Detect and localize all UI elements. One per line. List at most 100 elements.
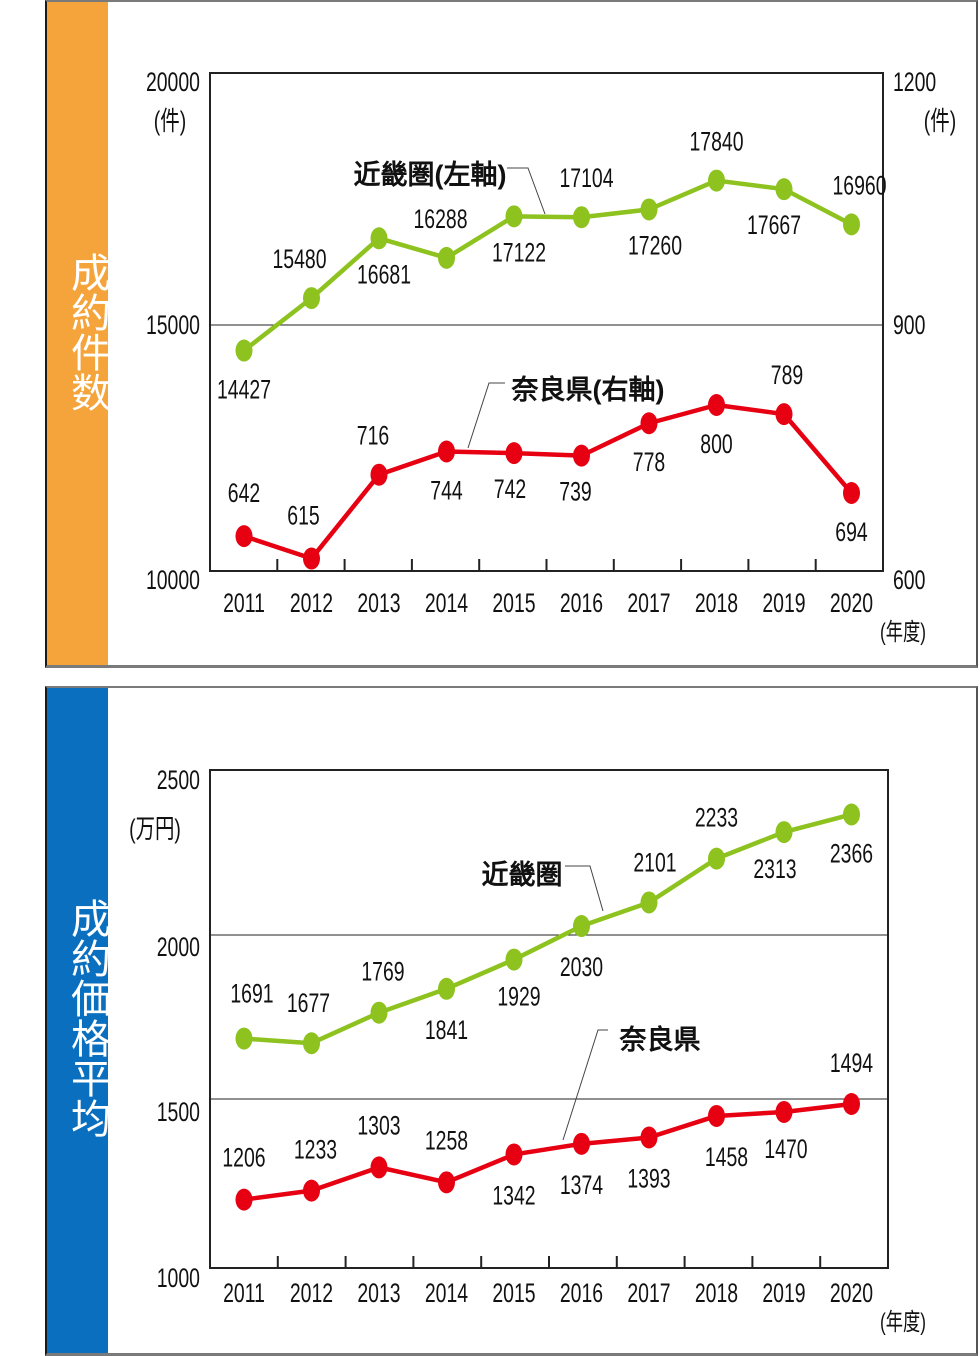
y-right-tick-label: 1200 <box>893 67 936 97</box>
data-label: 17667 <box>747 210 801 240</box>
data-label: 17260 <box>628 230 682 260</box>
x-tick-label: 2012 <box>290 1278 333 1308</box>
data-point <box>573 206 590 229</box>
data-label: 14427 <box>217 374 271 404</box>
data-point <box>370 1001 388 1024</box>
data-label: 2030 <box>560 952 603 982</box>
x-tick-label: 2017 <box>627 588 670 618</box>
data-point <box>303 547 320 570</box>
y-left-tick-label: 10000 <box>146 565 200 595</box>
y-left-unit: (件) <box>154 106 186 136</box>
x-tick-label: 2020 <box>830 588 873 618</box>
data-point <box>505 442 523 465</box>
x-tick-label: 2018 <box>695 1278 738 1308</box>
data-point <box>573 915 590 938</box>
data-label: 2366 <box>830 838 873 868</box>
data-point <box>843 481 860 504</box>
data-label: 1841 <box>425 1015 468 1045</box>
data-point <box>235 525 253 548</box>
y-left-tick-label: 20000 <box>146 67 200 97</box>
data-label: 2101 <box>633 847 676 877</box>
x-tick-label: 2020 <box>830 1278 873 1308</box>
data-label: 742 <box>494 474 526 504</box>
data-label: 1470 <box>764 1134 807 1164</box>
data-point <box>775 821 793 844</box>
data-point <box>438 440 455 463</box>
data-point <box>843 1092 860 1115</box>
series-line-0 <box>243 812 853 1046</box>
data-point <box>370 227 388 250</box>
data-point <box>775 1100 793 1123</box>
x-tick-label: 2013 <box>357 588 400 618</box>
legend-leader-line <box>562 1029 608 1141</box>
data-label: 1258 <box>425 1125 468 1155</box>
data-point <box>708 394 725 416</box>
data-label: 1303 <box>357 1110 400 1140</box>
x-tick-label: 2016 <box>560 588 603 618</box>
x-tick-label: 2019 <box>762 588 805 618</box>
data-label: 789 <box>771 360 803 390</box>
x-tick-label: 2011 <box>223 1278 265 1308</box>
series-line-1 <box>243 1101 852 1202</box>
avg-price-sidebar: 成約価格平均 <box>47 688 110 1353</box>
y-left-tick-label: 1000 <box>157 1263 200 1293</box>
y-right-tick-label: 900 <box>893 310 925 340</box>
data-point <box>708 847 725 870</box>
data-point <box>640 1126 658 1149</box>
x-tick-label: 2017 <box>627 1278 670 1308</box>
x-tick-label: 2012 <box>290 588 333 618</box>
data-point <box>303 1179 320 1202</box>
data-label: 1458 <box>705 1142 748 1172</box>
data-label: 17840 <box>689 126 743 156</box>
data-point <box>505 1143 523 1166</box>
data-label: 1342 <box>492 1180 535 1210</box>
y-left-tick-label: 15000 <box>146 310 200 340</box>
data-point <box>775 403 793 426</box>
chart-1: 近畿圏(左軸) 奈良県(右軸) <box>209 72 884 572</box>
y-right-unit: (件) <box>924 106 956 136</box>
data-point <box>505 205 523 228</box>
data-label: 2233 <box>695 803 738 833</box>
data-label: 1233 <box>294 1135 337 1165</box>
data-label: 778 <box>633 447 665 477</box>
y-right-tick-label: 600 <box>893 565 925 595</box>
data-point <box>573 444 590 467</box>
data-point <box>438 246 455 269</box>
data-point <box>235 1027 253 1050</box>
data-point <box>640 198 658 221</box>
data-label: 1677 <box>287 988 330 1018</box>
y-left-tick-label: 1500 <box>157 1097 200 1127</box>
data-label: 744 <box>430 475 462 505</box>
data-label: 16960 <box>832 170 886 200</box>
y-left-tick-label: 2500 <box>157 765 200 795</box>
data-label: 716 <box>357 421 389 451</box>
sales-count-title: 成約件数 <box>64 252 110 412</box>
x-tick-label: 2013 <box>357 1278 400 1308</box>
data-label: 615 <box>287 500 319 530</box>
x-tick-label: 2011 <box>223 588 265 618</box>
data-point <box>640 891 658 914</box>
series-line-0 <box>242 178 853 353</box>
data-point <box>843 803 860 826</box>
data-label: 1494 <box>830 1048 873 1078</box>
x-tick-label: 2016 <box>560 1278 603 1308</box>
data-label: 2313 <box>753 854 796 884</box>
avg-price-panel: 成約価格平均 <box>45 686 978 1356</box>
data-point <box>370 463 388 486</box>
data-label: 800 <box>700 429 732 459</box>
data-label: 739 <box>559 477 591 507</box>
y-left-tick-label: 2000 <box>157 932 200 962</box>
data-point <box>573 1132 590 1155</box>
data-label: 1691 <box>230 978 273 1008</box>
data-point <box>775 178 793 201</box>
x-tick-label: 2015 <box>492 588 535 618</box>
legend-leader-line <box>467 382 505 449</box>
data-point <box>370 1156 388 1179</box>
data-label: 1393 <box>627 1163 670 1193</box>
data-point <box>708 169 725 192</box>
data-point <box>303 287 320 310</box>
data-label: 1769 <box>361 957 404 987</box>
data-point <box>235 1188 253 1211</box>
